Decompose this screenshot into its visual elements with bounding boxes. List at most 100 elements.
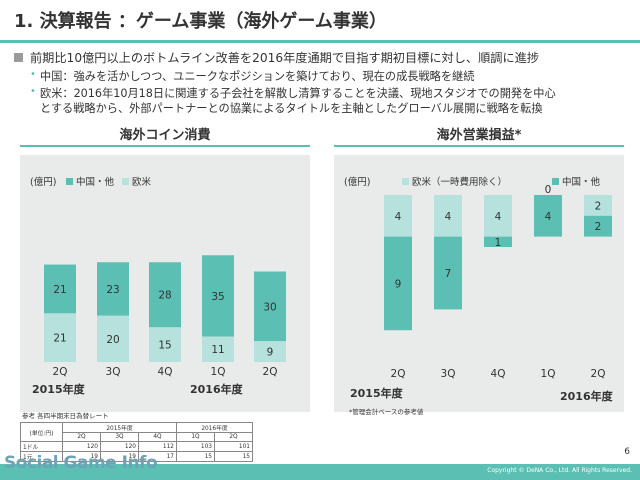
main-bullet: 前期比10億円以上のボトムライン改善を2016年度通期で目指す期初目標に対し、順… [14, 48, 539, 66]
bar-label-west: 0 [545, 184, 552, 196]
left-period-2016: 2016年度 [190, 383, 243, 396]
bar-china [97, 262, 129, 316]
fx-cell: 15 [176, 451, 215, 462]
bar-label-china: 1 [495, 237, 502, 249]
bar-label-china: 21 [53, 284, 66, 296]
fx-table-caption: 参考 各四半期末日為替レート [22, 412, 109, 420]
x-tick-label: 3Q [441, 368, 456, 380]
legend-swatch-china [66, 178, 73, 185]
x-tick-label: 1Q [211, 366, 226, 378]
bar-china [44, 264, 76, 314]
bar-label-china: 7 [445, 268, 452, 280]
bar-label-china: 30 [263, 301, 276, 313]
bar-label-west: 21 [53, 333, 66, 345]
fx-cell: 101 [214, 441, 253, 452]
bar-china [434, 236, 462, 310]
fx-quarter: 2Q [214, 432, 253, 442]
fx-year-2015: 2015年度 [62, 422, 177, 433]
page-title: 1. 決算報告 ：ゲーム事業（海外ゲーム事業） [14, 11, 387, 32]
bar-china [254, 271, 286, 342]
legend-label-china: 中国・他 [562, 176, 601, 188]
fx-quarter: 4Q [138, 432, 177, 442]
x-tick-label: 1Q [541, 368, 556, 380]
x-tick-label: 2Q [263, 366, 278, 378]
main-bullet-text: 前期比10億円以上のボトムライン改善を2016年度通期で目指す期初目標に対し、順… [30, 51, 540, 65]
right-period-2015: 2015年度 [350, 387, 403, 400]
bar-label-china: 28 [158, 290, 171, 302]
bar-west [384, 195, 412, 237]
x-tick-label: 3Q [106, 366, 121, 378]
bar-west [584, 195, 612, 216]
x-tick-label: 4Q [158, 366, 173, 378]
legend-swatch-china [552, 178, 559, 185]
bar-china [534, 195, 562, 237]
fx-cell: 112 [138, 441, 177, 452]
table-row: (単位:円) 2015年度 2016年度 [20, 422, 253, 442]
bar-label-china: 9 [395, 278, 402, 290]
bar-label-west: 11 [211, 344, 224, 356]
left-period-2015: 2015年度 [32, 383, 85, 396]
bar-west [434, 195, 462, 237]
bar-china [384, 236, 412, 331]
legend-label-china: 中国・他 [76, 176, 115, 188]
fx-unit-cell: (単位:円) [20, 422, 63, 442]
square-bullet-icon [14, 53, 23, 62]
right-section-title-mark: * [514, 128, 522, 143]
x-tick-label: 2Q [391, 368, 406, 380]
bar-label-west: 20 [106, 334, 119, 346]
bar-label-west: 9 [267, 347, 274, 359]
right-chart-panel [334, 155, 624, 412]
bar-west [149, 327, 181, 362]
dot-bullet-icon: • [30, 69, 36, 80]
unit-label: (億円) [30, 176, 56, 188]
title-underline [0, 40, 640, 43]
bar-china [584, 215, 612, 237]
bar-west [44, 313, 76, 362]
fx-row-label: 1ドル [20, 441, 63, 452]
operating-profit-chart: (億円) 欧米（一時費用除く） 中国・他 4 9 2Q 4 7 3Q 4 1 4Q 0 4 1Q 2 2 2Q [344, 176, 612, 380]
fx-quarter: 3Q [100, 432, 139, 442]
bar-china [202, 255, 234, 337]
fx-year-2016: 2016年度 [176, 422, 253, 433]
dot-bullet-icon: • [30, 86, 36, 97]
bar-label-west: 4 [395, 211, 402, 223]
right-section-title-text: 海外営業損益 [436, 128, 515, 143]
bar-label-west: 15 [158, 340, 171, 352]
legend-label-west: 欧米（一時費用除く） [412, 176, 507, 188]
sub-bullet-west-line1: 欧米：2016年10月18日に関連する子会社を解散し清算することを決議、現地スタ… [40, 87, 556, 100]
fx-cell: 120 [100, 441, 139, 452]
bar-west [202, 336, 234, 362]
sub-bullet-west-line2: とする戦略から、外部パートナーとの協業によるタイトルを主軸としたグローバル展開に… [40, 102, 543, 115]
bar-china [149, 262, 181, 328]
table-row: 1元 19 19 17 15 15 [20, 451, 253, 462]
fx-quarter: 1Q [176, 432, 215, 442]
bar-label-china: 2 [595, 221, 602, 233]
legend-label-west: 欧米 [132, 176, 152, 188]
left-section-title: 海外コイン消費 [119, 128, 211, 143]
right-section-title: 海外営業損益* [334, 124, 624, 143]
footer-bar [0, 464, 640, 480]
fx-cell: 120 [62, 441, 101, 452]
page-number: 6 [624, 447, 630, 457]
bar-label-west: 4 [495, 211, 502, 223]
table-row: 1ドル 120 120 112 103 101 [20, 441, 253, 452]
fx-cell: 15 [214, 451, 253, 462]
bar-label-china: 4 [545, 211, 552, 223]
legend-swatch-west [402, 178, 409, 185]
fx-rate-table: (単位:円) 2015年度 2016年度 2Q 3Q 4Q 1Q 2Q 1ドル … [20, 422, 253, 462]
bar-west [484, 195, 512, 237]
right-section-underline [334, 145, 624, 147]
x-tick-label: 2Q [53, 366, 68, 378]
bar-china [484, 236, 512, 247]
left-section-underline [20, 145, 310, 147]
right-period-2016: 2016年度 [560, 390, 613, 403]
bar-label-china: 35 [211, 291, 224, 303]
fx-cell: 103 [176, 441, 215, 452]
bar-label-china: 23 [106, 284, 119, 296]
fx-quarter: 2Q [62, 432, 101, 442]
bar-west [97, 315, 129, 362]
profit-note: *管理会計ベースの参考値 [349, 408, 424, 416]
bar-label-west: 2 [595, 200, 602, 212]
x-tick-label: 4Q [491, 368, 506, 380]
watermark-logo: Social Game Info [4, 453, 158, 473]
